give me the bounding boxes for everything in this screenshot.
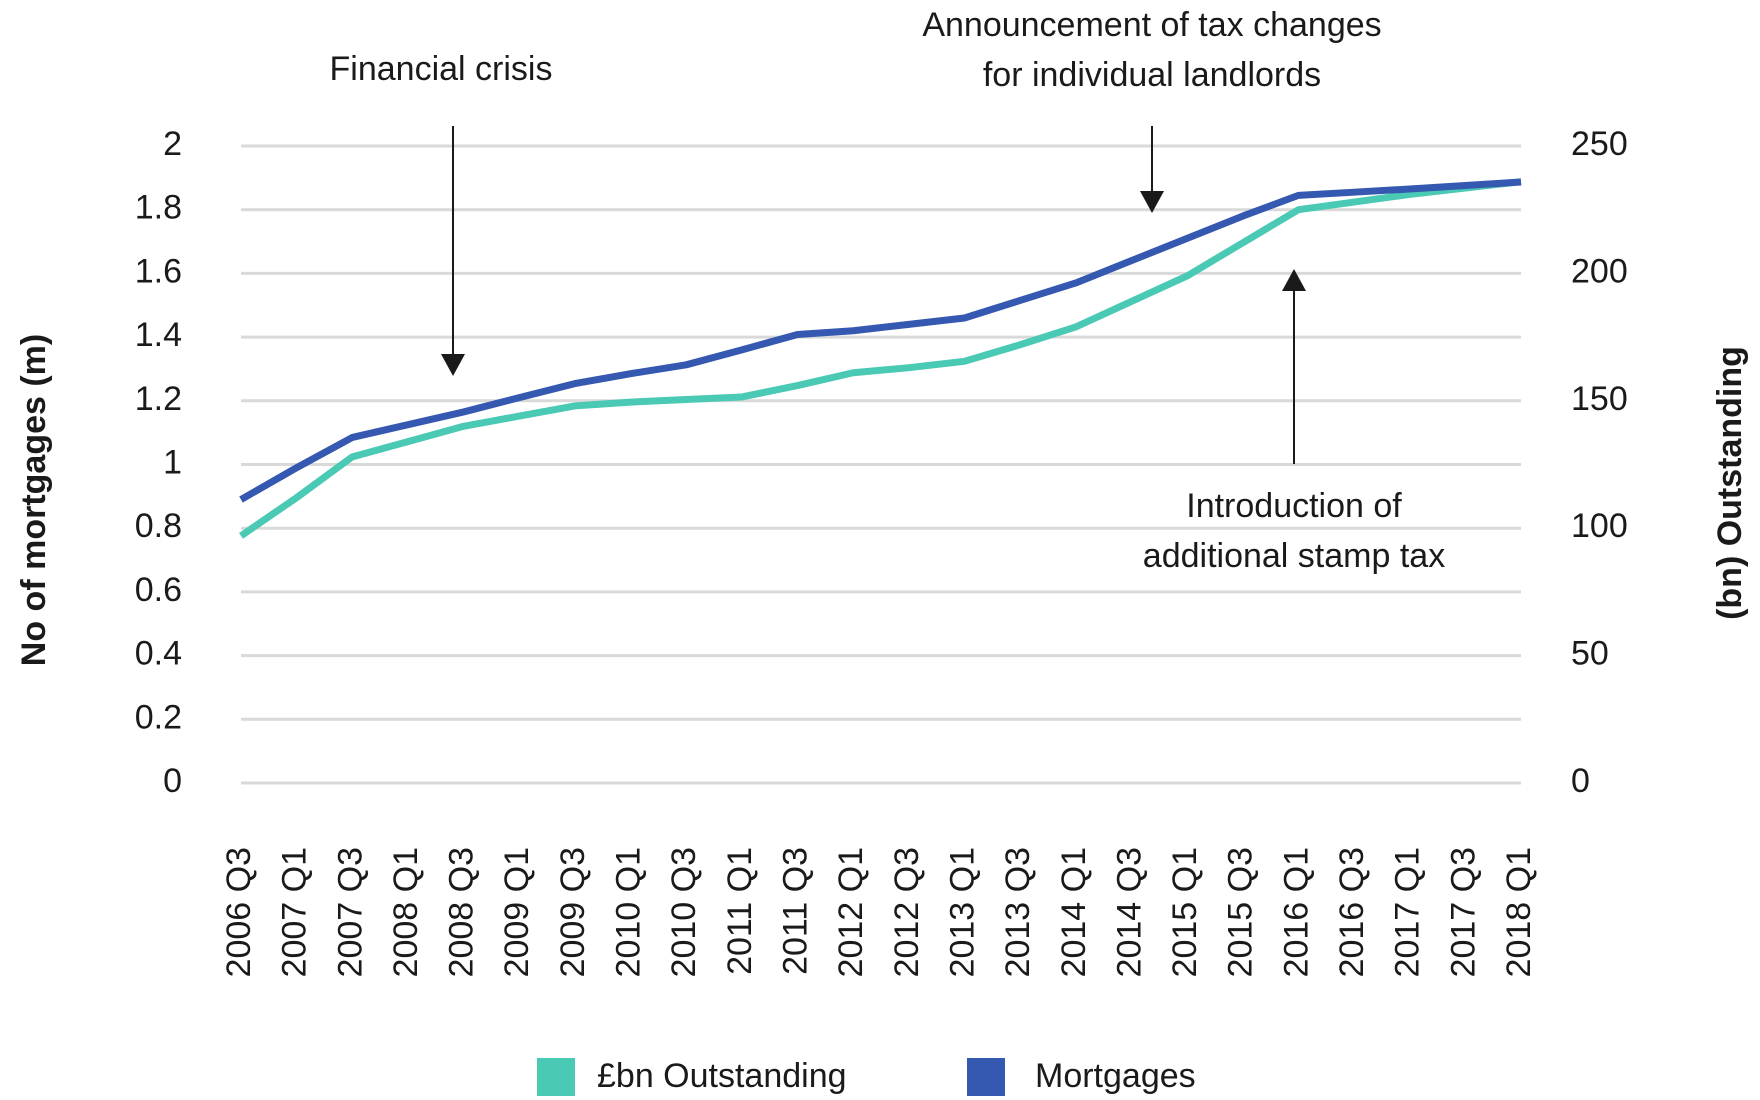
x-tick-label: 2008 Q3 [443, 847, 481, 977]
x-tick-label: 2013 Q1 [943, 847, 981, 977]
arrow-head [1140, 191, 1164, 213]
y-tick-label: 0.6 [135, 571, 182, 609]
x-tick-label: 2008 Q1 [387, 847, 425, 977]
annotation-text: Financial crisis [330, 50, 553, 88]
y2-tick-label: 0 [1571, 762, 1590, 800]
x-tick-label: 2010 Q1 [610, 847, 648, 977]
x-tick-label: 2015 Q1 [1166, 847, 1204, 977]
x-tick-label: 2007 Q3 [331, 847, 369, 977]
y2-axis-title: (bn) Outstanding [1711, 346, 1749, 620]
legend-swatch [967, 1058, 1005, 1096]
y-tick-label: 1.6 [135, 252, 182, 290]
y-tick-label: 0 [163, 762, 182, 800]
annotation-text: additional stamp tax [1143, 537, 1445, 575]
y2-tick-label: 200 [1571, 252, 1628, 290]
x-tick-label: 2016 Q1 [1277, 847, 1315, 977]
arrow-head [441, 354, 465, 376]
y-tick-label: 1 [163, 443, 182, 481]
y2-tick-label: 100 [1571, 507, 1628, 545]
y-tick-label: 1.8 [135, 189, 182, 227]
arrow-head [1282, 269, 1306, 291]
x-tick-label: 2012 Q3 [888, 847, 926, 977]
series-line [239, 178, 1522, 539]
x-tick-label: 2009 Q1 [498, 847, 536, 977]
annotation-text: Introduction of [1186, 487, 1402, 525]
legend-label: Mortgages [1035, 1057, 1196, 1095]
legend-label: £bn Outstanding [597, 1057, 847, 1095]
x-tick-label: 2015 Q3 [1222, 847, 1260, 977]
y-tick-label: 0.2 [135, 698, 182, 736]
y-tick-label: 2 [163, 125, 182, 163]
y2-tick-label: 50 [1571, 635, 1609, 673]
y2-tick-label: 250 [1571, 125, 1628, 163]
y-tick-label: 0.8 [135, 507, 182, 545]
x-tick-label: 2014 Q3 [1110, 847, 1148, 977]
x-tick-label: 2006 Q3 [220, 847, 258, 977]
x-tick-label: 2011 Q1 [721, 847, 759, 975]
x-tick-label: 2016 Q3 [1333, 847, 1371, 977]
y-tick-label: 1.2 [135, 380, 182, 418]
annotation-text: for individual landlords [983, 56, 1321, 94]
x-tick-label: 2010 Q3 [665, 847, 703, 977]
x-tick-label: 2007 Q1 [276, 847, 314, 977]
x-tick-label: 2013 Q3 [999, 847, 1037, 977]
series-line [239, 178, 1522, 503]
x-tick-label: 2014 Q1 [1055, 847, 1093, 977]
x-tick-label: 2018 Q1 [1500, 847, 1538, 977]
y-axis-title: No of mortgages (m) [15, 334, 53, 666]
legend-swatch [537, 1058, 575, 1096]
annotation-text: Announcement of tax changes [922, 6, 1381, 44]
x-tick-label: 2017 Q3 [1444, 847, 1482, 977]
y-tick-label: 1.4 [135, 316, 182, 354]
x-tick-label: 2017 Q1 [1389, 847, 1427, 977]
y2-tick-label: 150 [1571, 380, 1628, 418]
y-tick-label: 0.4 [135, 635, 182, 673]
x-tick-label: 2009 Q3 [554, 847, 592, 977]
x-tick-label: 2011 Q3 [777, 847, 815, 975]
x-tick-label: 2012 Q1 [832, 847, 870, 977]
